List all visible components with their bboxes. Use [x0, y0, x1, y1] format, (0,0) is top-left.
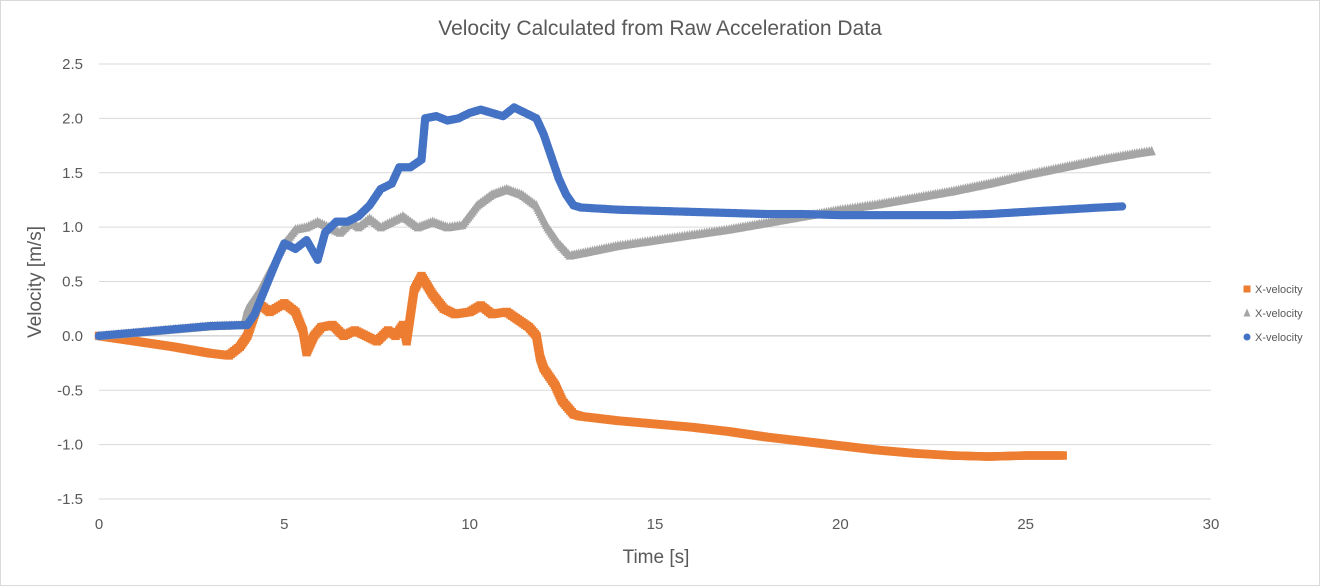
y-tick-label: 1.0 — [62, 219, 83, 236]
legend-item: X-velocity — [1243, 332, 1303, 344]
x-tick-label: 25 — [1017, 516, 1034, 533]
series-square-markers — [94, 271, 1067, 461]
series-triangle-markers — [94, 145, 1156, 341]
series-circle-markers — [94, 103, 1127, 341]
series-layer — [94, 103, 1156, 461]
tick-labels: -1.5 -1.0 -0.5 0.0 0.5 1.0 1.5 2.0 2.5 0 5 10 15 20 25… — [57, 56, 1219, 533]
x-tick-label: 20 — [832, 516, 849, 533]
y-tick-label: -1.0 — [57, 437, 83, 454]
x-axis-title: Time [s] — [623, 547, 690, 568]
y-tick-label: 2.0 — [62, 110, 83, 127]
legend-label: X-velocity — [1255, 332, 1303, 344]
y-tick-label: 2.5 — [62, 56, 83, 73]
legend-label: X-velocity — [1255, 284, 1303, 296]
y-tick-label: 1.5 — [62, 165, 83, 182]
chart-title: Velocity Calculated from Raw Acceleratio… — [438, 17, 882, 40]
y-tick-label: 0.5 — [62, 274, 83, 291]
legend-item: X-velocity — [1243, 308, 1303, 320]
y-tick-label: -1.5 — [57, 491, 83, 508]
x-tick-label: 0 — [95, 516, 103, 533]
y-axis-title: Velocity [m/s] — [25, 226, 46, 338]
y-tick-label: 0.0 — [62, 328, 83, 345]
legend-item: X-velocity — [1243, 284, 1303, 296]
y-tick-label: -0.5 — [57, 382, 83, 399]
gridlines — [99, 63, 1211, 500]
legend-label: X-velocity — [1255, 308, 1303, 320]
x-tick-label: 30 — [1203, 516, 1220, 533]
x-tick-label: 10 — [461, 516, 478, 533]
x-tick-label: 5 — [280, 516, 288, 533]
x-tick-label: 15 — [647, 516, 664, 533]
legend: X-velocity X-velocity X-velocity — [1243, 284, 1303, 344]
